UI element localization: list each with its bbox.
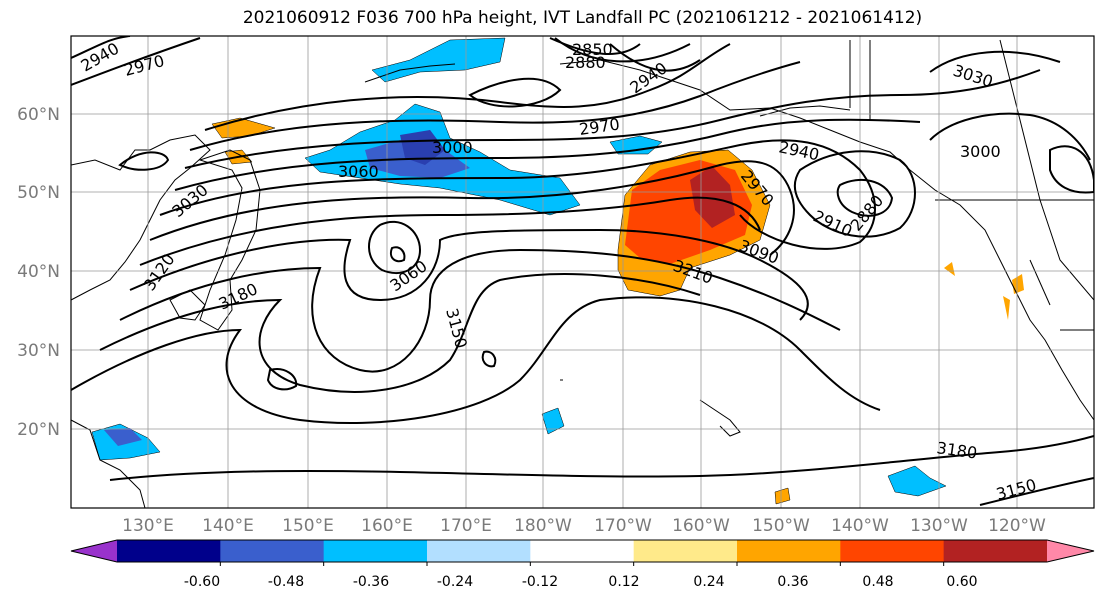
colorbar-segment	[117, 540, 221, 562]
colorbar-tick-label: 0.24	[693, 574, 724, 590]
contour-label: 3060	[338, 162, 379, 181]
colorbar-extend-high	[1047, 540, 1094, 562]
lat-label: 40°N	[17, 262, 60, 282]
colorbar	[70, 539, 1095, 566]
colorbar-tick-label: -0.12	[522, 574, 558, 590]
lon-label: 150°W	[752, 516, 810, 536]
contour-label: 3000	[960, 142, 1001, 161]
lon-label: 170°E	[440, 516, 492, 536]
colorbar-outline	[70, 539, 1095, 563]
lon-label: 140°W	[831, 516, 889, 536]
colorbar-tick-label: 0.48	[862, 574, 893, 590]
lon-label: 160°W	[672, 516, 730, 536]
lat-label: 20°N	[17, 420, 60, 440]
contour-label: 3000	[432, 138, 473, 157]
lon-label: 150°E	[282, 516, 334, 536]
map-title: 2021060912 F036 700 hPa height, IVT Land…	[242, 8, 923, 28]
lon-label: 160°E	[361, 516, 413, 536]
longitude-axis: 130°E 140°E 150°E 160°E 170°E 180°W 170°…	[122, 516, 1046, 536]
lon-label: 130°W	[910, 516, 968, 536]
colorbar-tick-label: -0.60	[184, 574, 220, 590]
colorbar-segment	[530, 540, 635, 562]
colorbar-tick-label: 0.60	[946, 574, 977, 590]
colorbar-tick-label: -0.48	[268, 574, 304, 590]
colorbar-segment	[840, 540, 945, 562]
map-panel: 2940 2970 2850 2880 2940 2970 3000 3060 …	[71, 36, 1094, 508]
colorbar-tick-label: 0.36	[777, 574, 808, 590]
map-frame	[70, 35, 1095, 509]
lon-label: 180°W	[514, 516, 572, 536]
height-contours	[71, 36, 1094, 506]
colorbar-ticks: -0.60 -0.48 -0.36 -0.24 -0.12 0.12 0.24 …	[184, 574, 978, 590]
colorbar-segment	[633, 540, 738, 562]
colorbar-extend-low	[71, 540, 117, 562]
contour-label: 2850	[572, 40, 613, 59]
colorbar-segment	[220, 540, 325, 562]
colorbar-segment	[943, 540, 1048, 562]
colorbar-tick-label: 0.12	[608, 574, 639, 590]
colorbar-segment	[737, 540, 841, 562]
lon-label: 120°W	[988, 516, 1046, 536]
lon-label: 130°E	[122, 516, 174, 536]
colorbar-segment	[323, 540, 428, 562]
contour-label: 2880	[565, 53, 606, 72]
colorbar-segment	[427, 540, 531, 562]
lon-label: 140°E	[202, 516, 254, 536]
lat-label: 60°N	[17, 105, 60, 125]
lon-label: 170°W	[594, 516, 652, 536]
colorbar-tick-label: -0.24	[437, 574, 473, 590]
latitude-axis: 60°N 50°N 40°N 30°N 20°N	[17, 105, 60, 440]
lat-label: 30°N	[17, 341, 60, 361]
lat-label: 50°N	[17, 183, 60, 203]
colorbar-tick-label: -0.36	[353, 574, 389, 590]
